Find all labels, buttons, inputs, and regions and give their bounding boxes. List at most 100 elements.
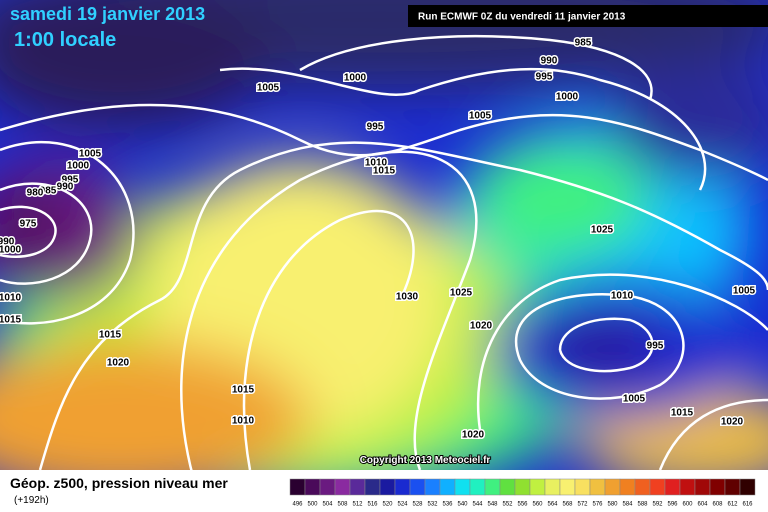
colorbar-label: 612 [727, 502, 738, 508]
colorbar-label: 504 [322, 502, 333, 508]
colorbar-label: 600 [682, 502, 693, 508]
isobar-label: 990 [0, 237, 15, 248]
colorbar: 496 500 504 508 512 516 520 524 528 532 536 540 544 5… [289, 478, 756, 508]
time: 1:00 locale [14, 29, 116, 51]
colorbar-swatch [679, 478, 696, 496]
colorbar-label: 592 [652, 502, 663, 508]
colorbar-label: 608 [712, 502, 723, 508]
isobar-label: 985 [575, 38, 592, 49]
isobar-label: 1015 [99, 330, 122, 341]
isobar-label: 995 [536, 72, 553, 83]
isobar-label: 1030 [396, 292, 419, 303]
colorbar-label: 604 [697, 502, 708, 508]
isobar [476, 273, 768, 431]
isobar-label: 1010 [0, 293, 22, 304]
colorbar-swatch [634, 478, 651, 496]
isobar [0, 103, 768, 182]
colorbar-swatch [289, 478, 306, 496]
colorbar-label: 516 [367, 502, 378, 508]
colorbar-swatch [439, 478, 456, 496]
isobar-label: 980 [27, 188, 44, 199]
run: Run ECMWF 0Z du vendredi 11 janvier 2013 [418, 12, 626, 23]
colorbar-swatch [499, 478, 516, 496]
isobar-label: 1020 [721, 417, 744, 428]
isobar [219, 67, 707, 191]
colorbar-label: 576 [592, 502, 603, 508]
colorbar-label: 568 [562, 502, 573, 508]
colorbar-swatch [649, 478, 666, 496]
isobar-label: 995 [62, 175, 79, 186]
isobar [514, 293, 685, 400]
colorbar-label: 572 [577, 502, 588, 508]
isobar [180, 150, 478, 501]
colorbar-label: 564 [547, 502, 558, 508]
isobar [0, 205, 57, 259]
colorbar-label: 536 [442, 502, 453, 508]
isobar [0, 140, 135, 325]
colorbar-label: 556 [517, 502, 528, 508]
isobar-label: 1015 [232, 385, 255, 396]
isobar-label: 1005 [469, 111, 492, 122]
colorbar-swatch [319, 478, 336, 496]
isobars [0, 35, 768, 501]
colorbar-swatch [664, 478, 681, 496]
colorbar-swatch [469, 478, 486, 496]
isobar-label: 1025 [450, 288, 473, 299]
lead-time: (+192h) [14, 495, 49, 506]
footer-title: Géop. z500, pression niveau mer [10, 475, 228, 491]
colorbar-swatch [589, 478, 606, 496]
isobar-label: 1010 [232, 416, 255, 427]
colorbar-label: 508 [337, 502, 348, 508]
colorbar-swatch [544, 478, 561, 496]
colorbar-label: 548 [487, 502, 498, 508]
isobar-label: 1010 [611, 291, 634, 302]
isobar-label: 975 [20, 219, 37, 230]
colorbar-swatch [454, 478, 471, 496]
colorbar-label: 552 [502, 502, 513, 508]
isobar-label: 1000 [0, 245, 22, 256]
colorbar-swatch [529, 478, 546, 496]
isobar-label: 990 [57, 182, 74, 193]
colorbar-swatch [424, 478, 441, 496]
field [0, 0, 768, 500]
colorbar-swatch [739, 478, 756, 496]
isobar [658, 398, 768, 471]
isobar-label: 1020 [462, 430, 485, 441]
colorbar-swatch [514, 478, 531, 496]
colorbar-label: 528 [412, 502, 423, 508]
colorbar-swatch [304, 478, 321, 496]
colorbar-swatch [619, 478, 636, 496]
colorbar-swatch [604, 478, 621, 496]
colorbar-label: 524 [397, 502, 408, 508]
isobar [38, 141, 768, 471]
isobar [242, 209, 415, 471]
colorbar-label: 512 [352, 502, 363, 508]
colorbar-swatch [484, 478, 501, 496]
isobar-label: 1000 [67, 161, 90, 172]
isobar-label: 1015 [373, 166, 396, 177]
isobar-label: 1000 [344, 73, 367, 84]
colorbar-label: 560 [532, 502, 543, 508]
run-box [408, 5, 768, 27]
colorbar-swatch [364, 478, 381, 496]
isobar-label: 995 [367, 122, 384, 133]
colorbar-swatch [349, 478, 366, 496]
isobar-label: 1015 [671, 408, 694, 419]
colorbar-label: 588 [637, 502, 648, 508]
colorbar-swatch [724, 478, 741, 496]
isobar-label: 1005 [79, 149, 102, 160]
date: samedi 19 janvier 2013 [10, 4, 205, 24]
isobar-label: 1005 [257, 83, 280, 94]
isobar-label: 995 [647, 341, 664, 352]
isobar-label: 985 [40, 186, 57, 197]
colorbar-swatch [394, 478, 411, 496]
isobar [299, 35, 653, 101]
colorbar-label: 584 [622, 502, 633, 508]
isobar-label: 1020 [470, 321, 493, 332]
isobar [0, 182, 93, 285]
colorbar-label: 544 [472, 502, 483, 508]
colorbar-label: 596 [667, 502, 678, 508]
colorbar-label: 616 [742, 502, 753, 508]
colorbar-swatch [379, 478, 396, 496]
